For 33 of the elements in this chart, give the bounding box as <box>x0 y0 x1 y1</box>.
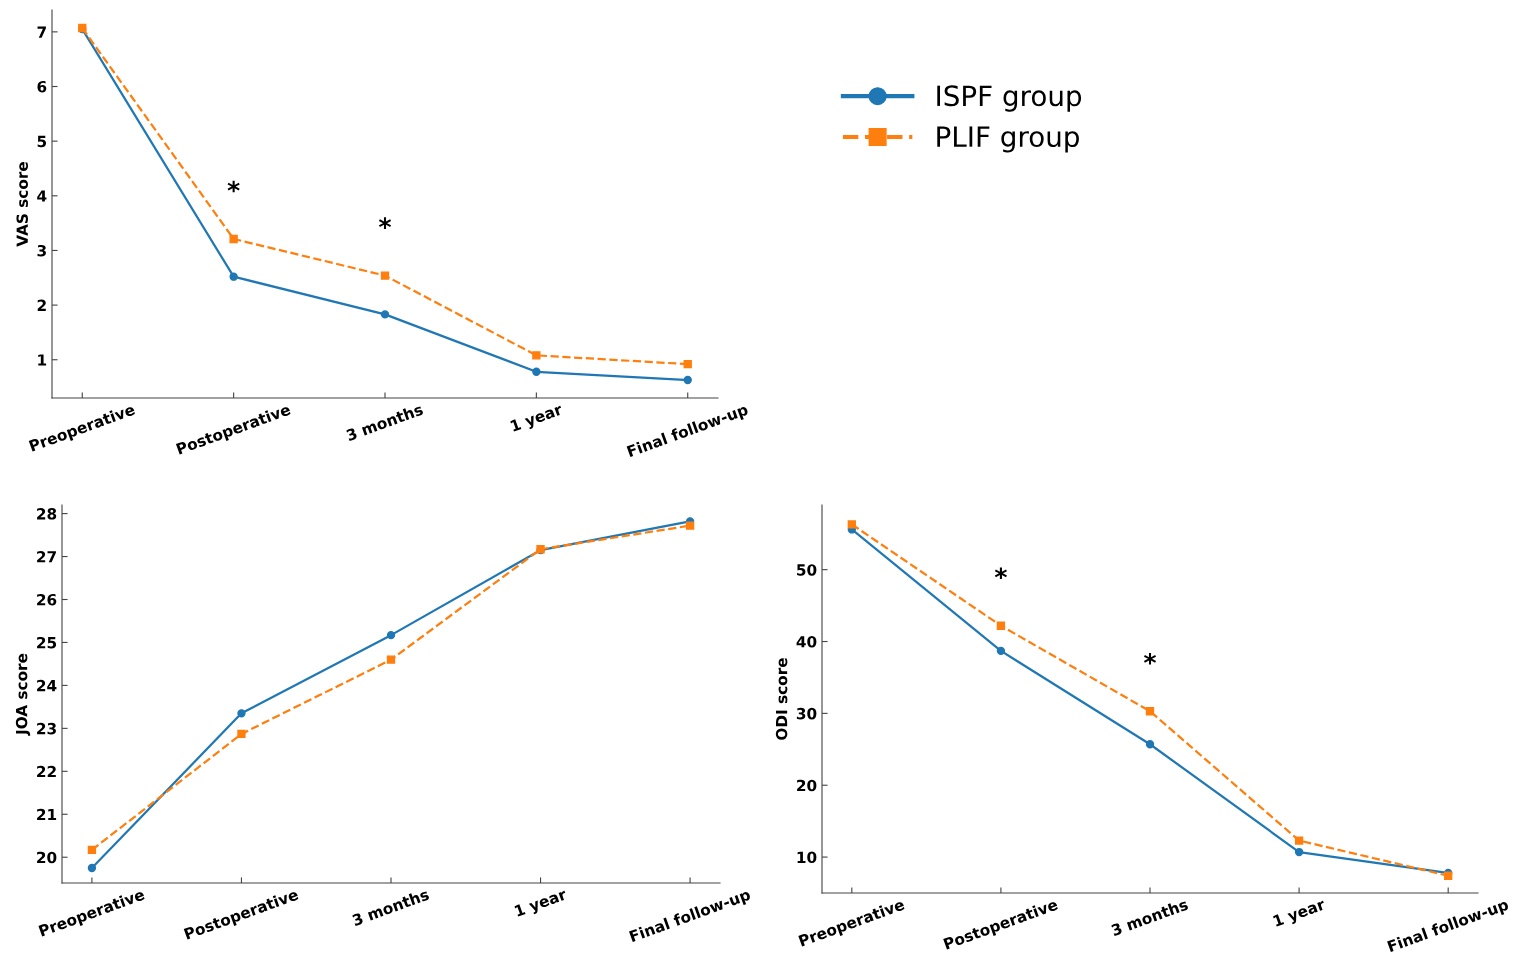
annotation: * <box>1143 653 1157 665</box>
y-tick-label: 3 <box>37 244 46 257</box>
y-tick-label: 20 <box>797 779 817 792</box>
y-tick-label: 1 <box>38 354 47 366</box>
y-tick-label: 50 <box>797 564 817 576</box>
x-tick-label: 1 year <box>1272 898 1327 930</box>
y-tick-label: 7 <box>37 26 46 38</box>
y-tick-label: 2 <box>37 299 46 311</box>
y-axis-title: ODI score <box>775 658 788 740</box>
legend-label: PLIF group <box>937 126 1079 153</box>
y-tick-label: 20 <box>37 851 57 864</box>
y-tick-label: 27 <box>37 551 56 563</box>
y-tick-label: 23 <box>37 722 56 735</box>
y-axis-title: JOA score <box>15 653 31 736</box>
annotation: * <box>227 180 240 193</box>
annotation: * <box>994 567 1007 580</box>
y-tick-label: 21 <box>37 808 57 821</box>
y-axis-title: VAS score <box>16 162 28 247</box>
x-tick-label: 1 year <box>514 888 569 920</box>
y-tick-label: 24 <box>37 679 57 692</box>
y-tick-label: 10 <box>797 851 817 864</box>
y-tick-label: 6 <box>37 80 47 93</box>
y-tick-label: 30 <box>796 707 817 720</box>
x-tick-label: 1 year <box>510 403 565 435</box>
y-tick-label: 4 <box>37 190 47 202</box>
y-tick-label: 26 <box>37 593 57 606</box>
y-tick-label: 40 <box>796 635 817 648</box>
legend-label: ISPF group <box>937 85 1082 112</box>
annotation: * <box>378 217 392 229</box>
y-tick-label: 25 <box>37 636 57 649</box>
y-tick-label: 5 <box>37 135 47 148</box>
y-tick-label: 22 <box>37 765 56 778</box>
y-tick-label: 28 <box>37 508 57 520</box>
